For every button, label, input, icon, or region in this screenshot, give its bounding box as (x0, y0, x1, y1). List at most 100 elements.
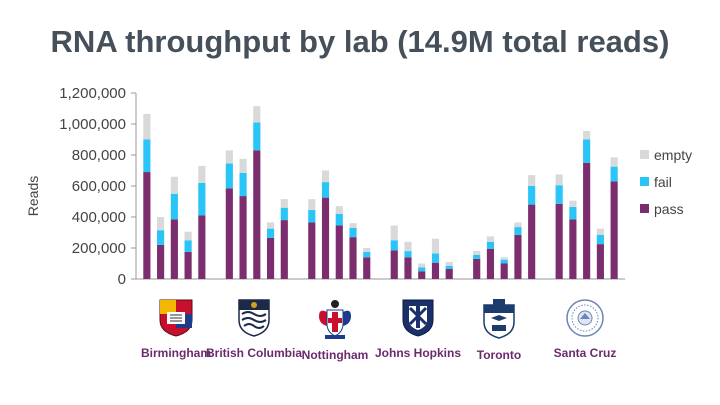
bar-segment-empty (239, 158, 247, 173)
bar-segment-pass (170, 219, 178, 279)
bar-segment-pass (569, 219, 577, 279)
bar-segment-fail (143, 139, 151, 173)
bar-segment-empty (528, 175, 536, 186)
bar-segment-pass (500, 263, 508, 279)
bar-segment-pass (321, 197, 330, 279)
shield-icon (238, 299, 270, 337)
bar-segment-empty (349, 223, 357, 228)
bar-segment-empty (308, 199, 316, 211)
bar-segment-fail (500, 259, 508, 264)
lab-birmingham: Birmingham (121, 298, 231, 361)
bar-segment-fail (404, 251, 412, 258)
y-axis-label: Reads (25, 176, 41, 216)
bar-segment-fail (610, 166, 618, 182)
bar-segment-pass (431, 262, 440, 279)
bar-segment-pass (473, 258, 481, 279)
y-tick-label: 0 (118, 271, 126, 288)
bar-segment-fail (157, 230, 165, 245)
shield-icon (483, 299, 515, 339)
lab-name: Santa Cruz (553, 346, 617, 360)
legend-swatch-empty (640, 150, 649, 159)
bar-segment-pass (514, 234, 522, 279)
bar-segment-fail (390, 240, 398, 251)
legend: empty fail pass (640, 147, 692, 217)
bar-segment-pass (363, 257, 371, 279)
lab-name: Birmingham (140, 346, 211, 360)
legend-swatch-pass (640, 204, 649, 213)
seal-icon (566, 299, 604, 337)
bar-segment-pass (335, 225, 343, 279)
legend-label: empty (654, 147, 692, 163)
bar-segment-empty (280, 199, 288, 208)
bar-segment-fail (170, 193, 178, 220)
lab-name: British Columbia (205, 346, 302, 360)
bar-segment-empty (418, 263, 426, 268)
bar-segment-pass (239, 196, 247, 279)
bar-segment-empty (321, 170, 330, 183)
lab-name: Johns Hopkins (374, 346, 461, 360)
bar-segment-empty (404, 241, 412, 252)
bar-segment-empty (390, 225, 398, 241)
bar-segment-fail (308, 210, 316, 223)
bar-segment-pass (157, 244, 165, 279)
legend-label: pass (654, 201, 684, 217)
bar-segment-fail (569, 206, 577, 220)
y-tick-label: 1,200,000 (59, 85, 126, 102)
bar-segment-empty (225, 150, 233, 164)
bar-segment-pass (184, 251, 192, 279)
bar-segment-empty (157, 217, 165, 231)
bar-segment-pass (404, 257, 412, 279)
bar-segment-pass (596, 244, 604, 279)
bar-segment-empty (363, 248, 371, 252)
bar-segment-empty (610, 157, 618, 167)
shield-icon (402, 299, 434, 337)
bar-segment-pass (143, 172, 151, 279)
bar-segment-empty (500, 257, 508, 260)
bar-segment-empty (431, 238, 440, 254)
bar-segment-empty (473, 251, 481, 255)
bar-segment-pass (583, 162, 591, 279)
bar-segment-pass (555, 203, 563, 279)
bar-segment-pass (418, 271, 426, 279)
lab-name: Toronto (476, 348, 522, 362)
y-tick-label: 800,000 (72, 147, 126, 164)
bar-segment-fail (335, 213, 343, 226)
bar-segment-fail (418, 267, 426, 272)
bar-segment-empty (266, 222, 275, 229)
lab-nottingham: Nottingham (280, 298, 390, 363)
bar-segment-fail (321, 182, 330, 198)
bar-segment-empty (555, 174, 563, 186)
bar-segment-fail (184, 240, 192, 252)
bar-segment-pass (266, 237, 275, 279)
lab-johns-hopkins: Johns Hopkins (363, 298, 473, 361)
bar-segment-pass (528, 204, 536, 279)
bar-segment-empty (583, 130, 591, 140)
bar-segment-pass (486, 248, 495, 279)
bar-segment-empty (596, 228, 604, 235)
bar-segment-empty (198, 165, 206, 183)
y-axis: 0 200,000 400,000 600,000 800,000 1,000,000 1,… (59, 85, 625, 288)
y-tick-label: 1,000,000 (59, 116, 126, 133)
bar-segment-fail (583, 139, 591, 163)
bar-segment-fail (198, 182, 206, 216)
lab-santa-cruz: Santa Cruz (530, 298, 640, 361)
lab-name: Nottingham (301, 348, 369, 362)
chart-title: RNA throughput by lab (14.9M total reads… (50, 24, 670, 59)
legend-label: fail (654, 174, 672, 190)
bar-segment-fail (280, 207, 288, 221)
bar-segment-fail (225, 163, 233, 189)
bar-segment-fail (473, 254, 481, 259)
bar-segment-empty (514, 222, 522, 228)
bar-segment-empty (569, 200, 577, 207)
bar-segment-fail (555, 185, 563, 204)
legend-swatch-fail (640, 177, 649, 186)
lab-british-columbia: British Columbia (199, 298, 309, 361)
bar-segment-fail (253, 122, 261, 151)
y-tick-label: 400,000 (72, 209, 126, 226)
crest-icon (159, 299, 193, 337)
bar-segment-empty (335, 206, 343, 214)
bar-segment-fail (431, 253, 440, 263)
lab-toronto: Toronto (444, 298, 554, 363)
bar-segment-fail (486, 241, 495, 249)
